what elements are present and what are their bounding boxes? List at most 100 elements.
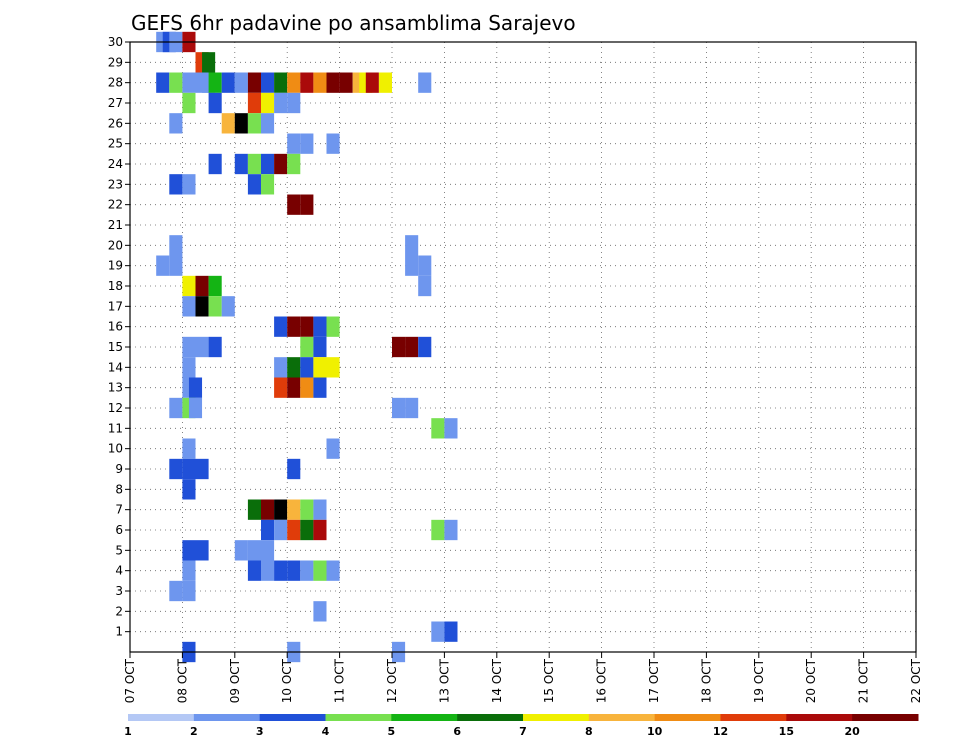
precip-cell xyxy=(221,296,235,317)
precip-cell xyxy=(188,377,203,398)
y-tick-label: 2 xyxy=(115,604,123,618)
colorbar-swatch xyxy=(786,714,853,721)
precip-cell xyxy=(247,92,261,114)
precip-cell xyxy=(418,275,432,297)
precip-cell xyxy=(287,194,301,215)
y-tick-label: 27 xyxy=(108,96,123,110)
precip-cell xyxy=(247,113,261,134)
colorbar-label: 2 xyxy=(190,725,198,738)
precip-cell xyxy=(169,458,183,480)
colorbar-swatch xyxy=(588,714,656,721)
colorbar-label: 8 xyxy=(585,725,593,738)
x-tick-label: 07 OCT xyxy=(123,658,137,703)
precip-cell xyxy=(313,601,327,622)
precip-cell xyxy=(313,377,327,398)
precip-cell xyxy=(418,336,432,358)
precip-cell xyxy=(182,296,196,317)
precip-cell xyxy=(182,458,196,480)
precip-cell xyxy=(182,357,196,378)
precip-cell xyxy=(313,357,327,378)
precip-cell xyxy=(287,357,301,378)
precip-cell xyxy=(182,275,196,297)
colorbar-label: 1 xyxy=(124,725,132,738)
y-tick-label: 14 xyxy=(108,360,123,374)
y-tick-label: 28 xyxy=(108,76,123,90)
x-tick-label: 13 OCT xyxy=(437,658,451,703)
precip-cell xyxy=(405,235,419,256)
precip-cell xyxy=(287,499,301,520)
x-tick-label: 12 OCT xyxy=(385,658,399,703)
precip-cell xyxy=(365,72,379,93)
precip-cell xyxy=(261,519,275,541)
plot-frame xyxy=(129,41,917,653)
precip-cell xyxy=(300,336,314,358)
x-axis-ticks: 07 OCT 08 OCT 09 OCT 10 OCT 11 OCT 12 OCT 13 O… xyxy=(123,652,923,703)
y-tick-label: 9 xyxy=(115,462,123,476)
y-tick-label: 24 xyxy=(108,157,123,171)
colorbar-swatch xyxy=(128,714,195,721)
x-tick-label: 18 OCT xyxy=(699,658,713,703)
precip-cell xyxy=(287,560,301,581)
y-tick-label: 22 xyxy=(108,198,123,212)
precip-cell xyxy=(169,580,183,602)
precip-cell xyxy=(300,519,314,541)
precip-cell xyxy=(405,336,419,358)
precip-cell xyxy=(202,52,216,73)
precip-cell xyxy=(313,519,327,541)
precip-cell xyxy=(208,92,222,114)
precip-cell xyxy=(182,72,196,93)
x-tick-label: 22 OCT xyxy=(909,658,923,703)
precip-cell xyxy=(300,72,314,93)
x-tick-label: 19 OCT xyxy=(752,658,766,703)
precip-cell xyxy=(208,336,222,358)
precip-cell xyxy=(287,92,301,114)
precip-cell xyxy=(169,235,183,256)
precip-cell xyxy=(261,92,275,114)
precip-cell xyxy=(274,560,288,581)
precip-cell xyxy=(326,357,340,378)
y-tick-label: 4 xyxy=(115,564,123,578)
precip-cell xyxy=(169,113,183,134)
precip-cell xyxy=(247,174,261,195)
precip-cell xyxy=(300,316,314,337)
precip-cell xyxy=(195,458,209,480)
y-tick-label: 15 xyxy=(108,340,123,354)
precip-cell xyxy=(234,153,248,175)
precip-cell xyxy=(169,397,183,419)
y-tick-label: 13 xyxy=(108,381,123,395)
y-tick-label: 16 xyxy=(108,320,123,334)
precip-cell xyxy=(313,560,327,581)
colorbar-swatch xyxy=(852,714,919,721)
precip-cell xyxy=(182,438,196,459)
y-tick-label: 6 xyxy=(115,523,123,537)
precip-cell xyxy=(182,479,196,500)
precip-cell xyxy=(274,357,288,378)
y-tick-label: 26 xyxy=(108,116,123,130)
x-tick-label: 08 OCT xyxy=(175,658,189,703)
y-tick-label: 17 xyxy=(108,299,123,313)
y-tick-label: 7 xyxy=(115,503,123,517)
y-tick-label: 20 xyxy=(108,238,123,252)
x-tick-label: 20 OCT xyxy=(804,658,818,703)
precip-cell xyxy=(300,194,314,215)
x-tick-label: 11 OCT xyxy=(333,658,347,703)
precip-cell xyxy=(300,377,314,398)
precip-cell xyxy=(195,336,209,358)
y-tick-label: 23 xyxy=(108,177,123,191)
x-tick-label: 17 OCT xyxy=(647,658,661,703)
precip-cell xyxy=(444,621,458,642)
precip-cell xyxy=(221,72,235,93)
precip-cell xyxy=(405,397,419,419)
colorbar-label: 15 xyxy=(779,725,794,738)
precip-cell xyxy=(261,174,275,195)
precip-cell xyxy=(431,519,445,541)
precip-cell xyxy=(169,72,183,93)
colorbar-label: 4 xyxy=(322,725,330,738)
colorbar-legend: 1 2 3 4 5 6 7 8 10 12 15 20 xyxy=(124,714,919,738)
colorbar-swatch xyxy=(720,714,787,721)
x-tick-label: 21 OCT xyxy=(857,658,871,703)
precip-cell xyxy=(234,72,248,93)
precip-cell xyxy=(392,397,406,419)
precip-cell xyxy=(208,72,222,93)
